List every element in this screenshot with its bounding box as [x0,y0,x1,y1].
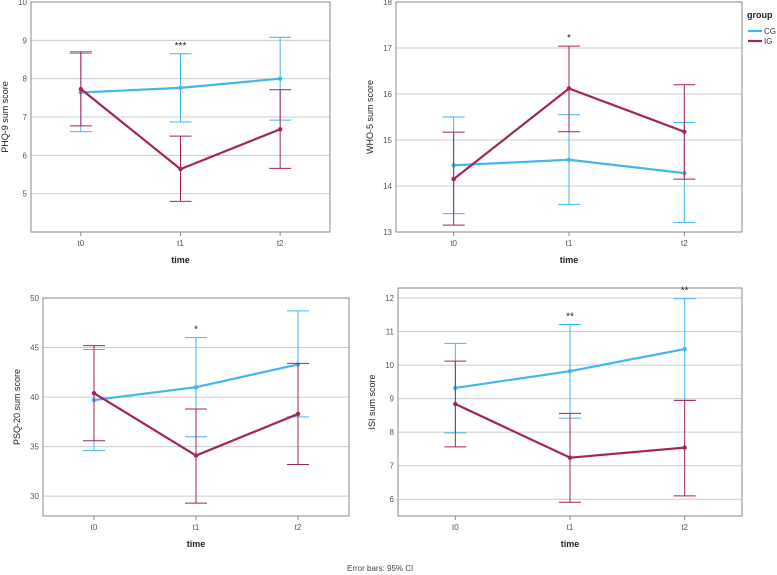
isi-cg-point [567,368,573,374]
phq9-ig-point [78,86,84,92]
who5-significance-label: * [567,33,571,44]
phq9-cg-point [178,85,183,91]
phq9-ytick-label: 5 [23,190,28,199]
phq9-ytick-label: 9 [23,36,28,45]
psq20-ytick-label: 30 [30,492,39,501]
who5-xtick-label: t2 [681,239,688,248]
psq20-x-axis-title: time [187,539,206,549]
phq9-ig-point [178,166,183,172]
phq9-xtick-label: t1 [177,239,184,248]
isi-xtick-label: t2 [681,523,688,532]
psq20-significance-label: * [194,325,198,336]
psq20-y-axis-title: PSQ-20 sum score [12,369,22,445]
who5-ig-point [566,86,572,91]
legend-title: group [747,10,773,20]
who5-ig-point [451,176,456,182]
psq20-ig-point [193,453,199,458]
who5-ig-point [682,129,687,134]
legend-label-ig: IG [764,37,772,46]
psq20-ytick-label: 35 [30,443,39,452]
phq9-cg-point [277,76,283,81]
isi-ig-point [567,455,573,460]
who5-ytick-label: 13 [383,228,392,237]
phq9-xtick-label: t0 [77,239,84,248]
psq20-panel: 30 35 40 45 50 t0 t1 t2 time PSQ-20 sum score * [12,294,350,549]
psq20-ig-point [91,390,97,396]
phq9-ytick-label: 8 [23,75,28,84]
who5-x-axis-title: time [560,255,579,265]
psq20-xtick-label: t1 [193,523,200,532]
who5-ytick-label: 15 [383,136,392,145]
psq20-ig-point [295,411,301,417]
who5-xtick-label: t0 [450,239,457,248]
isi-ig-point [453,401,458,407]
isi-ytick-label: 12 [385,294,394,303]
isi-cg-point [682,346,687,352]
isi-ytick-label: 10 [385,361,394,370]
phq9-panel: 5 6 7 8 9 10 t0 t1 t2 time PHQ-9 sum score *** [0,0,331,265]
legend-label-cg: CG [764,27,776,36]
phq9-x-axis-title: time [171,255,190,265]
phq9-xtick-label: t2 [277,239,284,248]
isi-significance-label: ** [681,286,689,297]
who5-cg-point [566,157,572,162]
phq9-ig-point [277,127,283,132]
legend: group CG IG [747,10,776,46]
who5-ytick-label: 14 [383,182,392,191]
isi-ytick-label: 9 [390,395,395,404]
who5-xtick-label: t1 [566,239,573,248]
isi-xtick-label: t1 [567,523,574,532]
phq9-y-axis-title: PHQ-9 sum score [0,81,10,153]
isi-x-axis-title: time [561,539,580,549]
who5-y-axis-title: WHO-5 sum score [365,80,375,154]
isi-ytick-label: 6 [390,495,395,504]
phq9-ytick-label: 7 [23,113,28,122]
psq20-ytick-label: 45 [30,344,39,353]
isi-ig-point [682,445,687,450]
who5-ytick-label: 18 [383,0,392,7]
isi-significance-label: ** [566,312,574,323]
who5-ytick-label: 17 [383,44,392,53]
phq9-significance-label: *** [175,41,187,52]
psq20-cg-point [193,384,199,390]
isi-ytick-label: 11 [386,328,395,337]
isi-ytick-label: 8 [390,428,395,437]
isi-ytick-label: 7 [390,462,395,471]
psq20-ytick-label: 40 [30,393,39,402]
who5-ytick-label: 16 [383,90,392,99]
psq20-ytick-label: 50 [30,294,39,303]
error-bars-note: Error bars: 95% CI [347,564,413,573]
psq20-xtick-label: t2 [295,523,302,532]
who5-panel: 13 14 15 16 17 18 t0 t1 t2 time WHO-5 sum score * [365,0,743,265]
isi-xtick-label: t0 [452,523,459,532]
phq9-ytick-label: 10 [18,0,27,7]
phq9-ytick-label: 6 [23,151,28,160]
isi-panel: 6 7 8 9 10 11 12 t0 t1 t2 time ISI sum score ** ** [367,286,743,549]
psq20-xtick-label: t0 [91,523,98,532]
isi-y-axis-title: ISI sum score [367,374,377,429]
